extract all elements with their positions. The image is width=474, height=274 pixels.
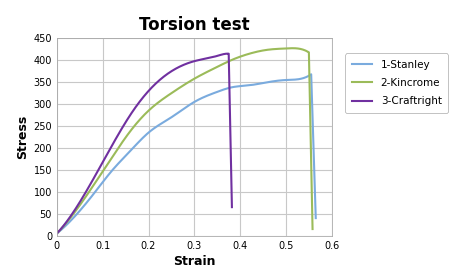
2-Kincrome [54,232,60,235]
2-Kincrome [288,47,294,50]
3-Craftright [229,206,235,209]
2-Kincrome [227,59,233,62]
2-Kincrome [267,48,273,51]
2-Kincrome [164,94,170,98]
3-Craftright [225,52,230,55]
1-Stanley [313,216,319,220]
Line: 3-Craftright: 3-Craftright [57,54,232,233]
3-Craftright [124,119,129,123]
1-Stanley [255,82,260,86]
3-Craftright [54,232,60,235]
3-Craftright [129,110,135,114]
3-Craftright [200,58,205,61]
1-Stanley [269,80,275,83]
1-Stanley [157,123,163,126]
1-Stanley [308,73,314,76]
2-Kincrome [156,100,162,104]
X-axis label: Strain: Strain [173,255,216,268]
Y-axis label: Stress: Stress [16,115,29,159]
1-Stanley [228,86,234,89]
1-Stanley [54,232,60,235]
2-Kincrome [253,50,259,54]
Legend: 1-Stanley, 2-Kincrome, 3-Craftright: 1-Stanley, 2-Kincrome, 3-Craftright [345,53,448,113]
1-Stanley [165,118,171,121]
2-Kincrome [290,47,296,50]
Line: 2-Kincrome: 2-Kincrome [57,48,312,233]
2-Kincrome [310,227,315,231]
3-Craftright [172,68,178,71]
Title: Torsion test: Torsion test [139,16,250,34]
3-Craftright [214,55,219,58]
3-Craftright [190,60,195,63]
1-Stanley [291,78,296,81]
Line: 1-Stanley: 1-Stanley [57,74,316,233]
